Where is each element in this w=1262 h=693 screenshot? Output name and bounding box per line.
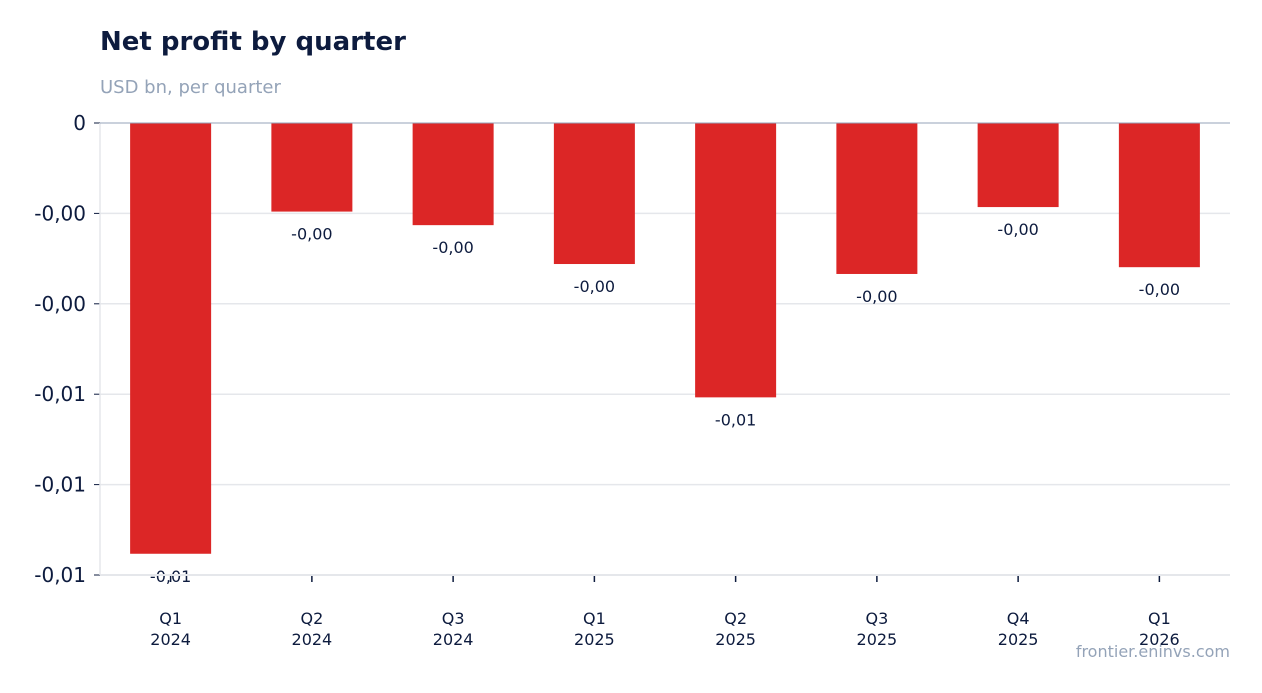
gridlines bbox=[100, 212, 1230, 576]
y-tick-label: -0,01 bbox=[34, 382, 86, 406]
bar bbox=[977, 123, 1059, 208]
y-tick-label: 0 bbox=[73, 111, 86, 135]
bar bbox=[1118, 123, 1200, 268]
bar bbox=[695, 123, 777, 398]
chart-subtitle: USD bn, per quarter bbox=[100, 77, 281, 98]
data-label: -0,00 bbox=[432, 238, 473, 257]
data-label: -0,01 bbox=[715, 410, 756, 429]
x-tick-label: Q2 2025 bbox=[715, 609, 756, 649]
bars: -0,01-0,00-0,00-0,00-0,01-0,00-0,00-0,00 bbox=[100, 122, 1230, 586]
x-axis: Q1 2024 Q2 2024 Q3 2024 Q1 2025 Q2 2025 Q3 2025 Q4 20… bbox=[100, 574, 1230, 649]
x-tick-label: Q1 2025 bbox=[574, 609, 615, 649]
y-tick-label: -0,01 bbox=[34, 563, 86, 587]
bar bbox=[836, 123, 918, 274]
data-label: -0,00 bbox=[574, 277, 615, 296]
x-tick-label: Q4 2025 bbox=[998, 609, 1039, 649]
bar bbox=[553, 123, 635, 265]
x-tick-label: Q1 2024 bbox=[150, 609, 191, 649]
data-label: -0,00 bbox=[856, 287, 897, 306]
data-label: -0,00 bbox=[997, 220, 1038, 239]
y-axis: 0 -0,00 -0,00 -0,01 -0,01 -0,01 bbox=[34, 111, 101, 587]
data-label: -0,00 bbox=[1139, 280, 1180, 299]
bar bbox=[271, 123, 353, 212]
y-tick-label: -0,01 bbox=[34, 473, 86, 497]
chart-title: Net profit by quarter bbox=[100, 27, 406, 57]
y-tick-label: -0,00 bbox=[34, 292, 86, 316]
data-label: -0,00 bbox=[291, 225, 332, 244]
bar bbox=[412, 123, 494, 226]
bar bbox=[130, 123, 212, 554]
x-tick-label: Q3 2025 bbox=[857, 609, 898, 649]
source-credit: frontier.eninvs.com bbox=[1075, 642, 1230, 661]
x-tick-label: Q2 2024 bbox=[292, 609, 333, 649]
x-tick-label: Q1 2026 bbox=[1139, 609, 1180, 649]
y-tick-label: -0,00 bbox=[34, 201, 86, 225]
x-tick-label: Q3 2024 bbox=[433, 609, 474, 649]
